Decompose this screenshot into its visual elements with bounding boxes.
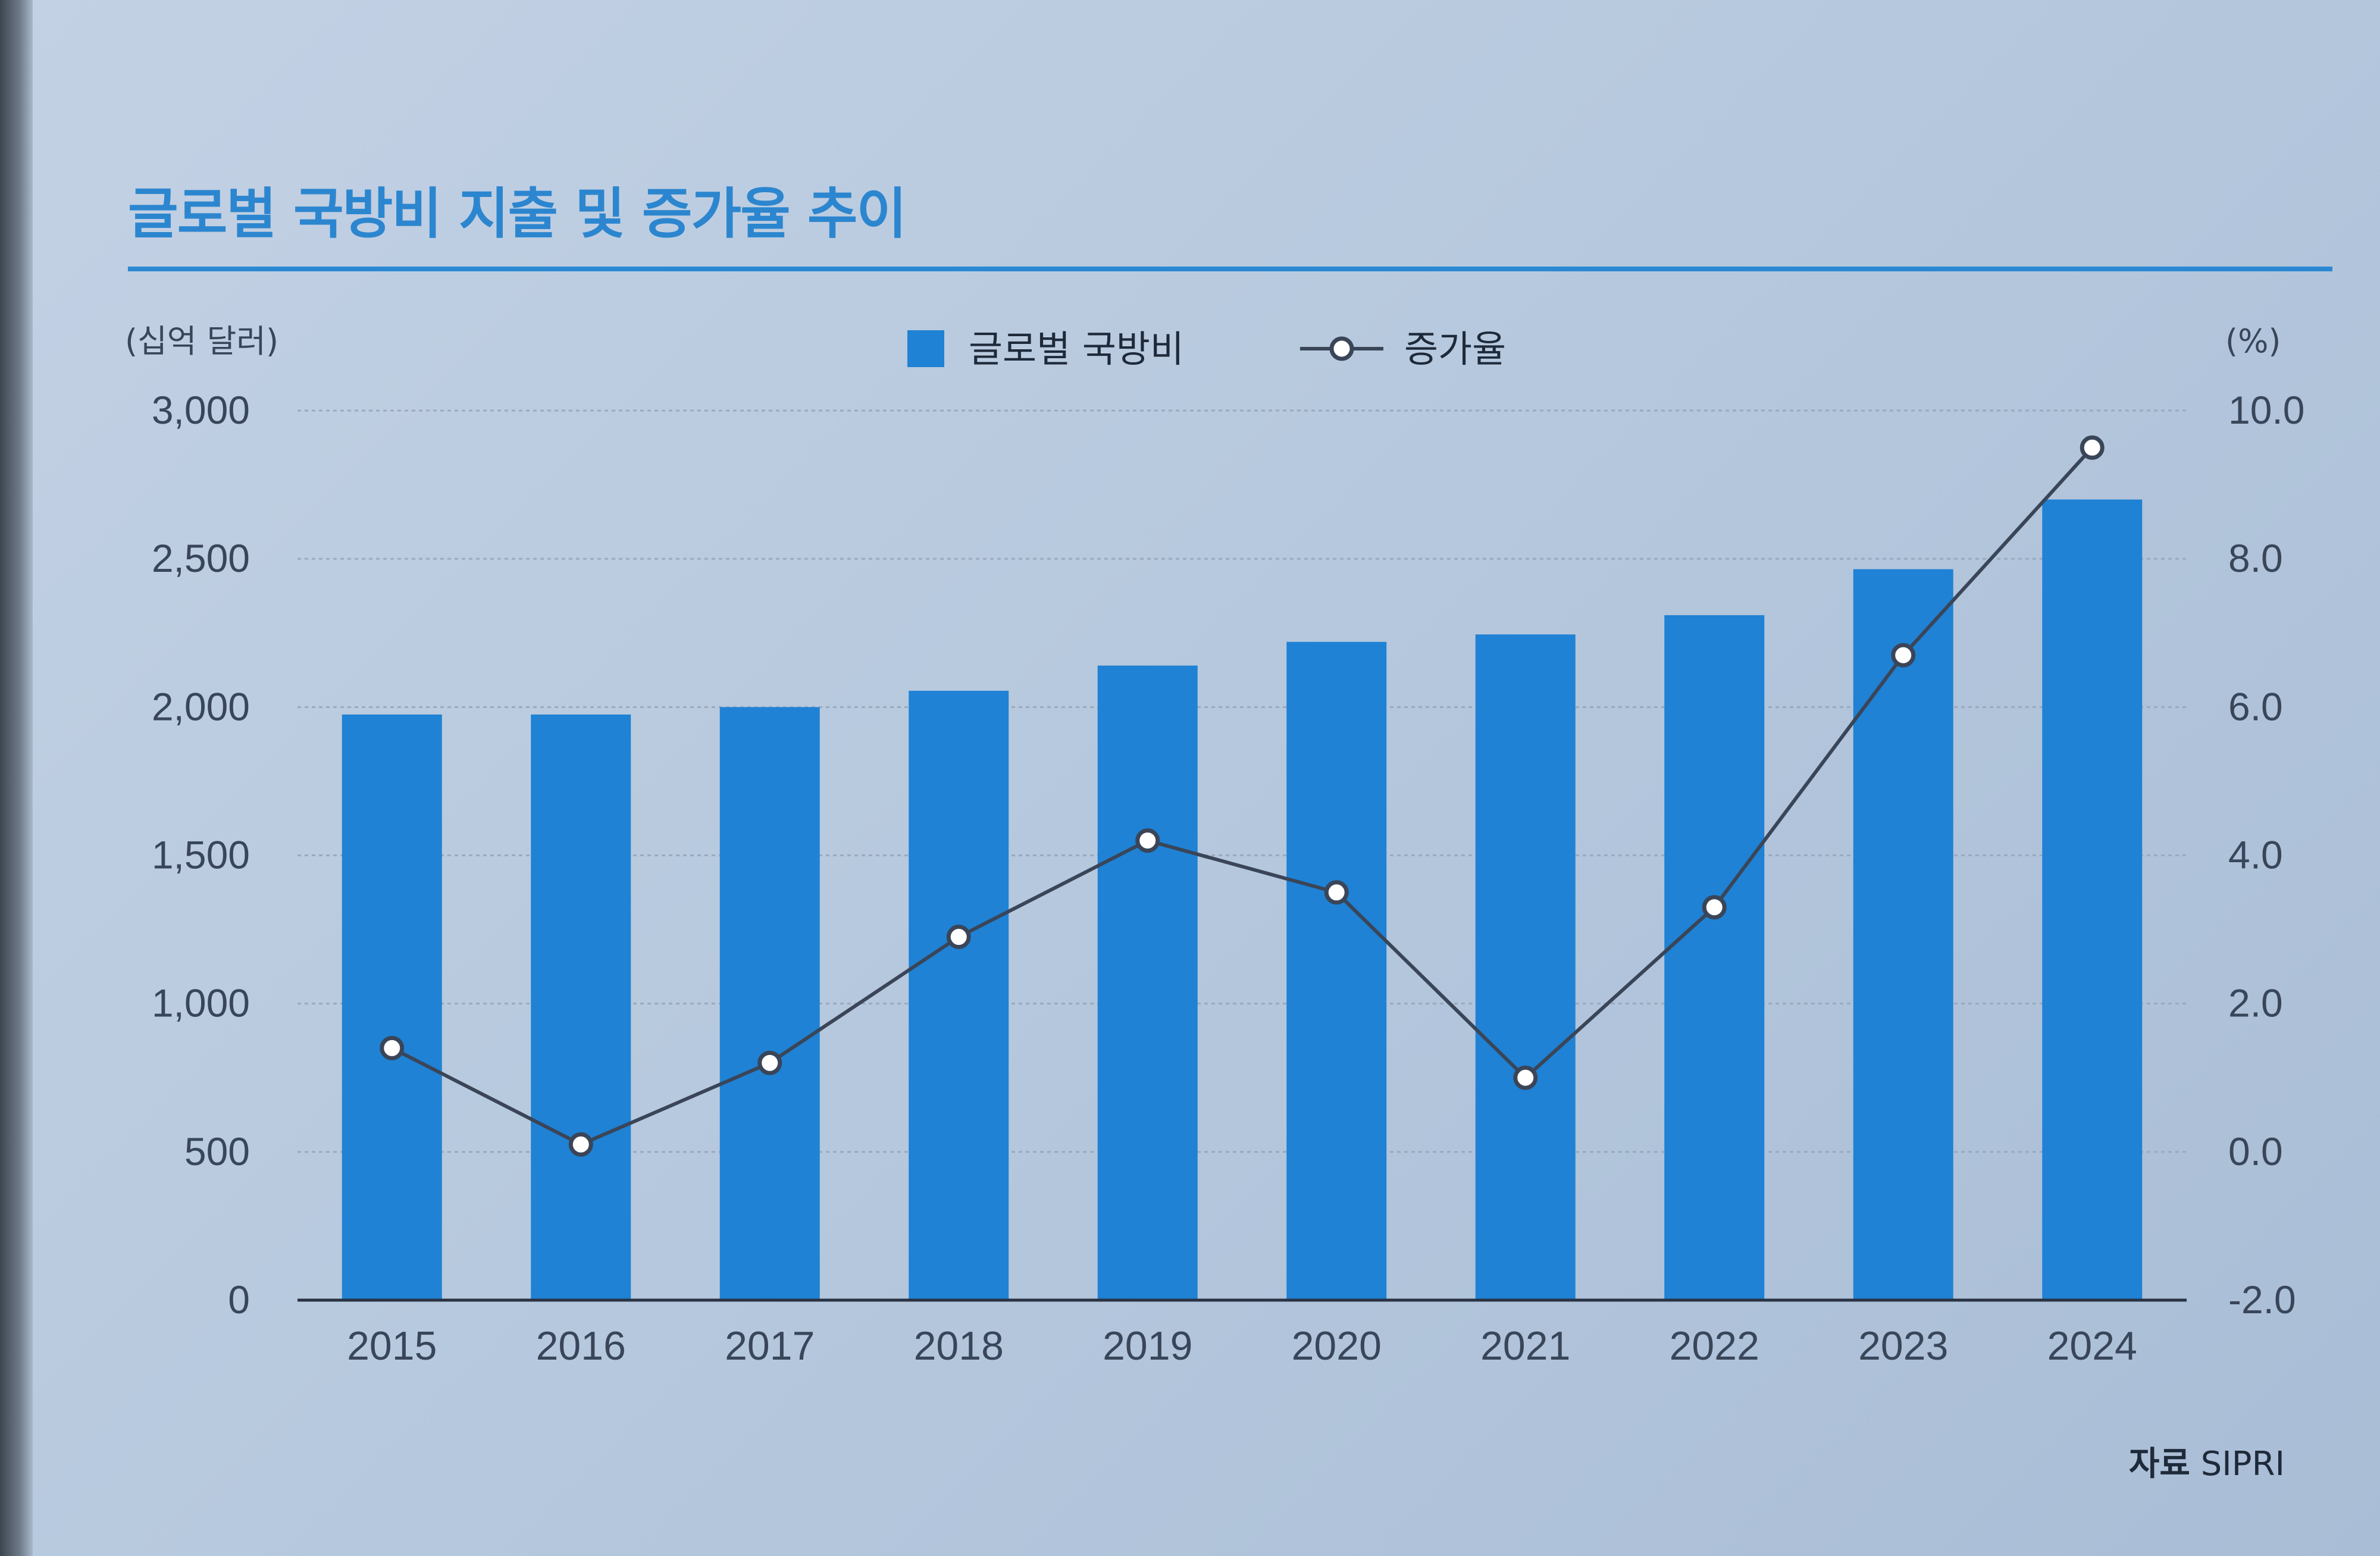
y-right-tick-label: 6.0	[2228, 684, 2283, 728]
growth-point-2020	[1324, 880, 1349, 905]
legend-bar-swatch	[907, 330, 944, 367]
y-right-tick-label: 0.0	[2228, 1129, 2283, 1173]
y-left-tick-label: 500	[184, 1129, 250, 1173]
legend-bar-label: 글로벌 국방비	[969, 327, 1184, 371]
chart-title: 글로벌 국방비 지출 및 증가율 추이	[128, 182, 907, 246]
x-tick-label: 2017	[725, 1323, 815, 1369]
y-right-tick-label: 10.0	[2228, 388, 2304, 432]
x-tick-label: 2016	[536, 1323, 626, 1369]
y-left-tick-label: 2,500	[152, 536, 250, 580]
y-left-tick-label: 1,000	[152, 981, 250, 1025]
source-label: 자료	[2128, 1445, 2190, 1483]
growth-point-2018	[946, 925, 971, 950]
bar-2024	[2042, 499, 2143, 1300]
bar-2022	[1664, 615, 1765, 1300]
bars	[342, 499, 2143, 1300]
bar-2019	[1097, 665, 1198, 1300]
bar-2017	[719, 707, 820, 1300]
y-right-tick-label: 8.0	[2228, 536, 2283, 580]
y-left-tick-label: 1,500	[152, 833, 250, 877]
axes: 0 500 1,000 1,500 2,000 2,500 3,000 -2.0 0.0 2.0 4…	[125, 323, 2304, 1369]
title-rule	[128, 267, 2332, 271]
x-tick-label: 2018	[914, 1323, 1004, 1369]
bar-2018	[909, 690, 1009, 1300]
growth-point-2017	[757, 1050, 782, 1075]
bar-2015	[342, 714, 442, 1300]
y-right-axis-label: (%)	[2225, 323, 2281, 360]
y-right-tick-label: 4.0	[2228, 833, 2283, 877]
growth-point-2024	[2080, 435, 2105, 460]
y-right-tick-label: 2.0	[2228, 981, 2283, 1025]
x-tick-label: 2022	[1670, 1323, 1759, 1369]
legend-line-label: 증가율	[1404, 327, 1506, 371]
x-tick-label: 2024	[2047, 1323, 2137, 1369]
growth-line	[380, 435, 2105, 1157]
y-left-axis-label: (십억 달러)	[125, 323, 278, 360]
x-tick-label: 2023	[1858, 1323, 1948, 1369]
growth-point-2021	[1513, 1065, 1538, 1090]
growth-line-path	[391, 446, 2094, 1147]
growth-point-2023	[1891, 643, 1916, 668]
y-left-tick-label: 3,000	[152, 388, 250, 432]
bar-2020	[1286, 641, 1387, 1300]
source-note: 자료 SIPRI	[2129, 1437, 2285, 1485]
growth-point-2019	[1135, 828, 1160, 853]
bar-2023	[1853, 569, 1953, 1300]
source-value: SIPRI	[2200, 1445, 2285, 1483]
page-edge	[0, 0, 33, 1556]
y-left-tick-label: 2,000	[152, 684, 250, 728]
legend-line-marker	[1329, 336, 1354, 361]
legend: 글로벌 국방비 증가율	[907, 327, 1506, 371]
growth-point-2022	[1702, 895, 1727, 920]
bar-2021	[1475, 634, 1576, 1300]
growth-point-2015	[380, 1035, 405, 1060]
y-left-tick-label: 0	[228, 1278, 250, 1322]
bar-2016	[531, 714, 631, 1300]
x-tick-label: 2021	[1480, 1323, 1570, 1369]
x-tick-label: 2019	[1103, 1323, 1192, 1369]
growth-point-2016	[568, 1132, 593, 1157]
y-right-tick-label: -2.0	[2228, 1278, 2296, 1322]
x-tick-label: 2020	[1292, 1323, 1382, 1369]
x-tick-label: 2015	[347, 1323, 437, 1369]
